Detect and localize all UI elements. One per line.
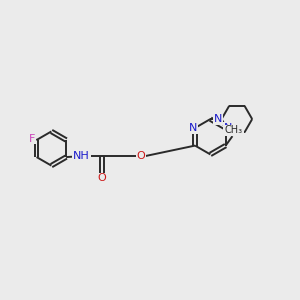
Text: F: F [29, 134, 35, 143]
Text: N: N [214, 114, 222, 124]
Text: NH: NH [73, 152, 90, 161]
Text: O: O [98, 173, 106, 183]
Text: N: N [188, 123, 197, 133]
Text: N: N [224, 123, 232, 133]
Text: CH₃: CH₃ [225, 125, 243, 135]
Text: O: O [136, 152, 145, 161]
